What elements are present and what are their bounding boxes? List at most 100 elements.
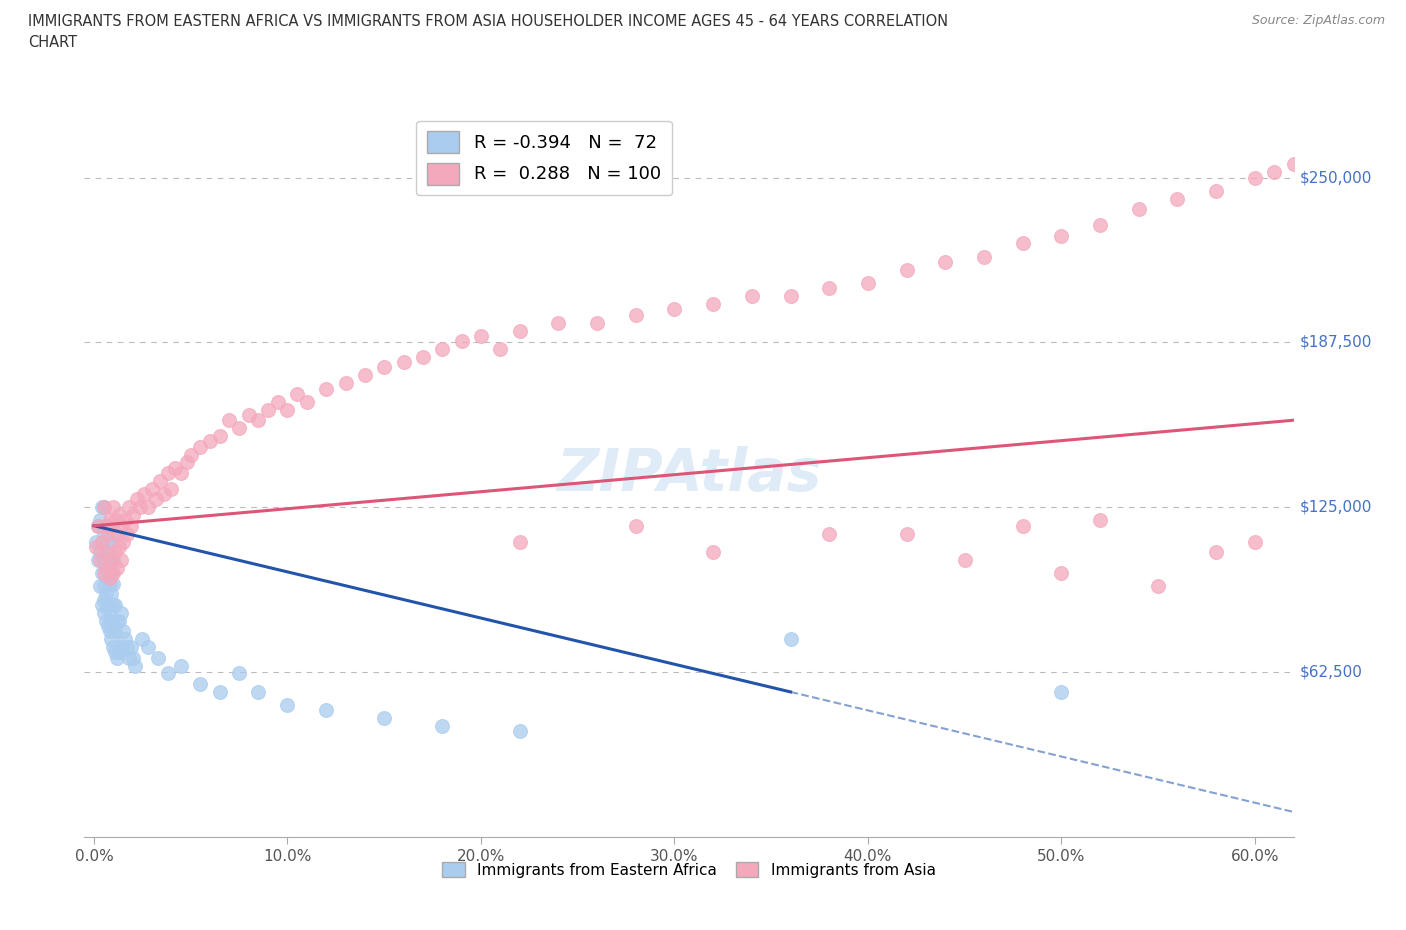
Point (98, 534, 121, 549)
Point (118, 650, 141, 665)
Point (856, 275, 879, 290)
Point (89, 513, 111, 528)
Point (90, 565, 112, 580)
Point (741, 289, 763, 304)
Point (276, 698, 298, 712)
Point (896, 526, 918, 541)
Point (105, 650, 128, 665)
Point (120, 518, 142, 533)
Point (146, 650, 169, 665)
Point (98, 571, 121, 586)
Point (247, 413, 270, 428)
Point (1011, 236, 1033, 251)
Point (94, 518, 117, 533)
Point (1282, 157, 1305, 172)
Point (97, 545, 120, 560)
Point (114, 513, 136, 528)
Point (470, 328, 492, 343)
Point (267, 394, 290, 409)
Point (115, 640, 138, 655)
Point (134, 486, 156, 501)
Point (1050, 228, 1073, 243)
Point (87, 518, 110, 533)
Point (100, 552, 122, 567)
Text: $62,500: $62,500 (1299, 665, 1362, 680)
Point (1088, 218, 1111, 232)
Point (276, 403, 298, 418)
Point (432, 719, 454, 734)
Point (104, 597, 127, 612)
Point (973, 249, 995, 264)
Point (934, 255, 956, 270)
Point (208, 429, 231, 444)
Point (208, 684, 231, 699)
Point (1011, 518, 1033, 533)
Point (94, 613, 117, 628)
Legend: Immigrants from Eastern Africa, Immigrants from Asia: Immigrants from Eastern Africa, Immigran… (436, 856, 942, 884)
Point (97, 526, 120, 541)
Text: CHART: CHART (28, 35, 77, 50)
Point (1243, 170, 1265, 185)
Point (664, 302, 686, 317)
Point (509, 724, 531, 739)
Point (110, 552, 132, 567)
Point (547, 315, 569, 330)
Point (114, 631, 136, 646)
Point (509, 323, 531, 338)
Point (104, 644, 127, 659)
Point (93, 526, 115, 541)
Point (108, 508, 131, 523)
Point (1050, 565, 1073, 580)
Point (112, 624, 135, 639)
Point (896, 262, 918, 277)
Point (104, 624, 127, 639)
Point (94, 545, 117, 560)
Point (97, 561, 120, 576)
Point (89, 579, 111, 594)
Point (90, 534, 112, 549)
Point (257, 403, 280, 418)
Point (392, 354, 415, 369)
Point (176, 455, 198, 470)
Point (103, 577, 125, 591)
Point (93, 605, 115, 620)
Point (118, 499, 141, 514)
Point (108, 613, 131, 628)
Point (108, 539, 131, 554)
Point (160, 482, 183, 497)
Point (90, 499, 112, 514)
Point (100, 587, 122, 602)
Point (121, 508, 143, 523)
Point (98, 624, 121, 639)
Point (121, 650, 143, 665)
Point (624, 518, 647, 533)
Point (94, 534, 117, 549)
Point (110, 518, 132, 533)
Point (315, 703, 337, 718)
Point (89, 552, 111, 567)
Point (105, 613, 128, 628)
Text: $125,000: $125,000 (1299, 499, 1372, 515)
Point (953, 552, 976, 567)
Point (198, 434, 221, 449)
Point (103, 565, 125, 580)
Point (489, 341, 512, 356)
Point (238, 407, 260, 422)
Point (90, 534, 112, 549)
Point (124, 658, 146, 673)
Point (84, 534, 107, 549)
Point (103, 597, 125, 612)
Point (412, 350, 434, 365)
Point (87, 552, 110, 567)
Text: IMMIGRANTS FROM EASTERN AFRICA VS IMMIGRANTS FROM ASIA HOUSEHOLDER INCOME AGES 4: IMMIGRANTS FROM EASTERN AFRICA VS IMMIGR… (28, 14, 948, 29)
Point (104, 545, 127, 560)
Point (98, 577, 121, 591)
Point (112, 534, 135, 549)
Point (1205, 183, 1227, 198)
Point (108, 644, 131, 659)
Point (228, 666, 250, 681)
Point (125, 492, 148, 507)
Point (335, 376, 357, 391)
Point (190, 439, 212, 454)
Point (354, 368, 377, 383)
